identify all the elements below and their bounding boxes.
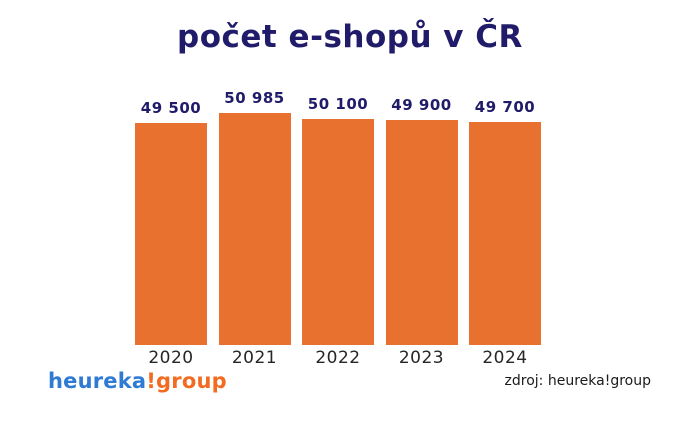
heureka-group-logo: heureka!group: [48, 369, 227, 393]
bar-group-2024: 49 700: [469, 85, 541, 345]
logo-text-group: !group: [146, 369, 227, 393]
x-tick-label-2024: 2024: [482, 348, 528, 368]
x-tick-label-2021: 2021: [231, 348, 278, 368]
bar-group-2021: 50 985: [218, 85, 291, 345]
x-tick-label-2023: 2023: [398, 348, 445, 368]
bar-value-label: 49 900: [391, 96, 452, 114]
bar-value-label: 50 100: [307, 95, 369, 113]
bar-group-2022: 50 100: [302, 85, 374, 345]
bar-2021: [218, 113, 291, 345]
bar-value-label: 49 500: [140, 99, 202, 117]
bar-value-label: 49 700: [474, 98, 536, 116]
bar-2022: [302, 119, 374, 345]
bar-2023: [385, 120, 458, 345]
bar-value-label: 50 985: [224, 89, 285, 107]
chart-title: počet e-shopů v ČR: [177, 19, 523, 55]
bar-2020: [135, 123, 207, 345]
bar-2024: [469, 122, 541, 345]
x-tick-label-2020: 2020: [148, 348, 194, 368]
logo-text-heureka: heureka: [48, 369, 147, 393]
source-attribution: zdroj: heureka!group: [504, 373, 651, 389]
bar-chart-plot-area: 49 500 50 985 50 100 49 900 49 700: [135, 85, 541, 345]
x-tick-label-2022: 2022: [315, 348, 361, 368]
bar-group-2023: 49 900: [385, 85, 458, 345]
x-axis-labels: 2020 2021 2022 2023 2024: [135, 348, 541, 368]
bar-group-2020: 49 500: [135, 85, 207, 345]
